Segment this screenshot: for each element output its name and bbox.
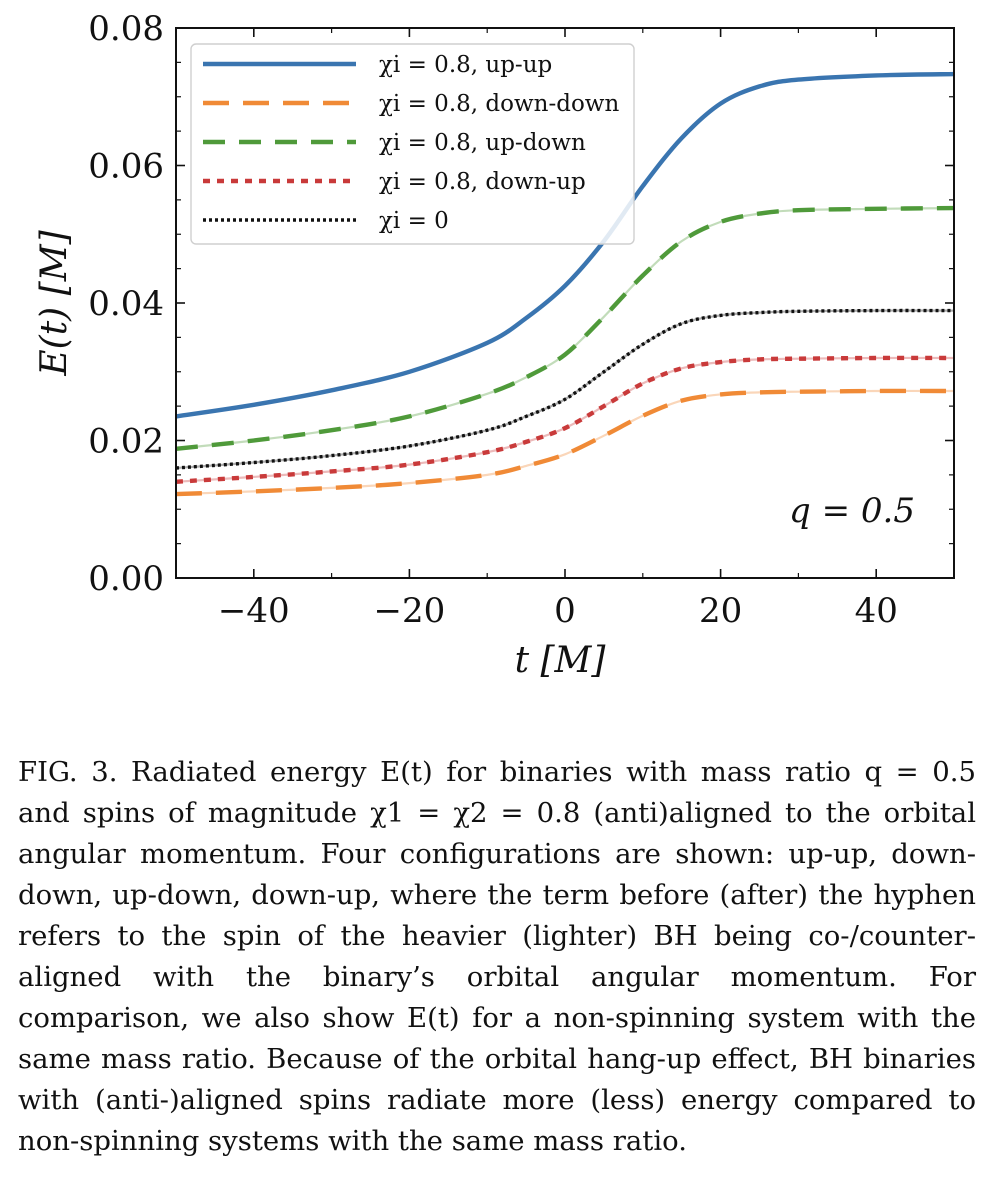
y-tick-label: 0.02: [88, 422, 164, 462]
y-tick-label: 0.00: [88, 559, 164, 599]
series-line-underlay: [175, 356, 955, 483]
series-line: [175, 388, 955, 497]
figure-3-chart: −40 −20 0 20 40 0.00 0.02 0.04 0.06 0.08 χi = 0.8…: [34, 9, 955, 681]
x-tick-label: −40: [218, 591, 290, 631]
series-line-underlay: [175, 309, 955, 470]
series-line: [175, 355, 955, 484]
series-line-underlay: [175, 207, 955, 450]
y-tick-label: 0.08: [88, 9, 164, 49]
y-tick-label: 0.04: [88, 284, 164, 324]
legend-label: χi = 0.8, up-up: [379, 52, 552, 78]
series-line-underlay: [175, 389, 955, 496]
x-tick-label: 40: [855, 591, 898, 631]
chart-canvas: −40 −20 0 20 40 0.00 0.02 0.04 0.06 0.08 χi = 0.8…: [34, 9, 955, 681]
series-line: [175, 308, 955, 470]
x-tick-label: 20: [699, 591, 742, 631]
legend-label: χi = 0.8, down-down: [379, 91, 619, 117]
legend-label: χi = 0: [379, 208, 449, 234]
y-tick-label: 0.06: [88, 147, 164, 187]
legend-box: [190, 43, 635, 245]
figure-caption: FIG. 3. Radiated energy E(t) for binarie…: [18, 756, 976, 1157]
x-tick-label: −20: [374, 591, 446, 631]
legend-label: χi = 0.8, down-up: [379, 169, 586, 195]
x-tick-label: 0: [554, 591, 576, 631]
legend-label: χi = 0.8, up-down: [379, 130, 586, 156]
mass-ratio-annotation: q = 0.5: [789, 491, 915, 531]
x-axis-label: t [M]: [515, 640, 607, 681]
y-axis-label: E(t) [M]: [34, 229, 75, 376]
